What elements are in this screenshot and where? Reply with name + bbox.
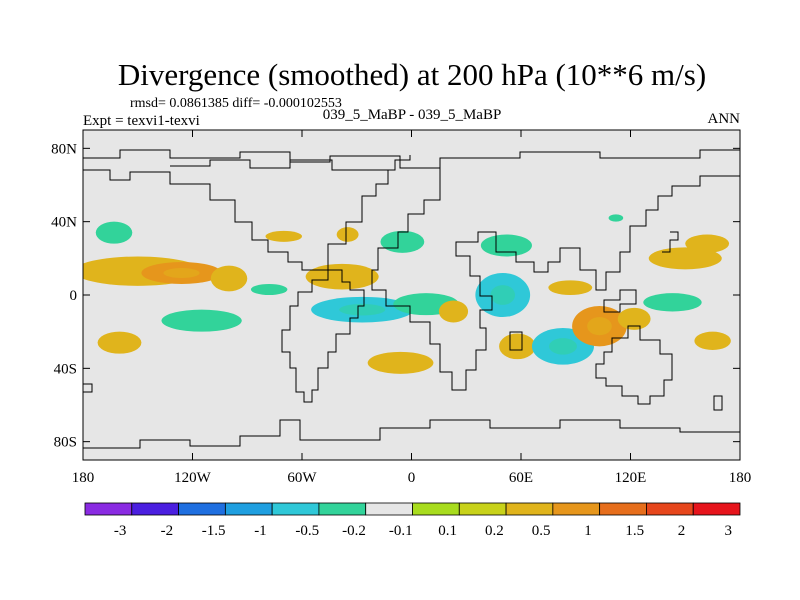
colorbar-box-5 bbox=[318, 502, 367, 516]
colorbar-label-0: -3 bbox=[114, 523, 127, 539]
anomaly-region-22 bbox=[643, 293, 702, 312]
coastline-arctic bbox=[83, 149, 740, 169]
coastline-new-zealand bbox=[713, 395, 723, 411]
expt-label: Expt = texvi1-texvi bbox=[83, 113, 200, 129]
colorbar-box-10 bbox=[552, 502, 601, 516]
coastline-greenland bbox=[388, 155, 411, 171]
anomaly-region-11 bbox=[367, 351, 434, 374]
colorbar-label-12: 2 bbox=[678, 523, 686, 539]
x-tick-label-3: 0 bbox=[408, 470, 416, 486]
chart-title: Divergence (smoothed) at 200 hPa (10**6 … bbox=[118, 57, 706, 92]
colorbar-box-11 bbox=[599, 502, 647, 516]
anomaly-region-0 bbox=[95, 221, 133, 244]
anomaly-core-20 bbox=[587, 317, 612, 336]
colorbar-label-3: -1 bbox=[254, 523, 267, 539]
y-tick-label-1: 40N bbox=[51, 215, 77, 231]
coastline-australia bbox=[595, 325, 673, 405]
colorbar-label-9: 0.5 bbox=[532, 523, 551, 539]
anomaly-region-12 bbox=[265, 230, 302, 242]
colorbar-box-4 bbox=[271, 502, 320, 516]
y-tick-label-3: 40S bbox=[54, 361, 77, 377]
x-tick-label-1: 120W bbox=[174, 470, 212, 486]
colorbar-label-5: -0.2 bbox=[342, 523, 366, 539]
colorbar-label-8: 0.2 bbox=[485, 523, 504, 539]
colorbar: -3 -2 -1.5 -1 -0.5 -0.2 -0.1 0.1 0.2 0.5 1 1.5 2 3 bbox=[84, 502, 741, 539]
map-plot: 180 120W 60W 0 60E 120E 180 80N 40N 0 40S 80S bbox=[51, 129, 752, 486]
anomaly-region-17 bbox=[499, 333, 536, 360]
x-tick-label-2: 60W bbox=[287, 470, 317, 486]
y-tick-label-0: 80N bbox=[51, 141, 77, 157]
anomaly-core-2 bbox=[163, 268, 200, 278]
colorbar-label-2: -1.5 bbox=[202, 523, 226, 539]
anomaly-layer bbox=[83, 214, 731, 374]
x-tick-label-0: 180 bbox=[72, 470, 95, 486]
colorbar-label-13: 3 bbox=[725, 523, 733, 539]
coastline-madagascar bbox=[509, 331, 523, 351]
anomaly-region-18 bbox=[548, 280, 593, 295]
x-axis: 180 120W 60W 0 60E 120E 180 bbox=[72, 130, 752, 486]
anomaly-region-14 bbox=[380, 230, 425, 253]
colorbar-label-7: 0.1 bbox=[438, 523, 457, 539]
anomaly-core-16 bbox=[490, 285, 516, 305]
case-label: 039_5_MaBP - 039_5_MaBP bbox=[323, 107, 502, 123]
colorbar-box-13 bbox=[692, 502, 741, 516]
anomaly-region-10 bbox=[438, 300, 469, 323]
coastline-north-america bbox=[83, 159, 389, 271]
colorbar-label-1: -2 bbox=[161, 523, 174, 539]
x-tick-label-5: 120E bbox=[615, 470, 647, 486]
coastline-maritime bbox=[603, 289, 637, 313]
colorbar-box-1 bbox=[131, 502, 179, 516]
season-label: ANN bbox=[708, 111, 741, 127]
colorbar-label-10: 1 bbox=[584, 523, 592, 539]
anomaly-region-24 bbox=[685, 234, 730, 253]
anomaly-region-15 bbox=[480, 234, 532, 257]
anomaly-region-5 bbox=[161, 309, 242, 332]
y-tick-label-2: 0 bbox=[70, 288, 78, 304]
coastline-west-cap bbox=[83, 383, 93, 393]
colorbar-box-6 bbox=[365, 502, 413, 516]
colorbar-box-3 bbox=[224, 502, 273, 516]
coastline-antarctica bbox=[83, 419, 740, 449]
y-tick-label-4: 80S bbox=[54, 435, 77, 451]
colorbar-box-8 bbox=[458, 502, 507, 516]
coastline-south-america bbox=[281, 269, 365, 403]
coastlines bbox=[83, 149, 740, 449]
colorbar-box-2 bbox=[178, 502, 226, 516]
colorbar-label-11: 1.5 bbox=[625, 523, 644, 539]
anomaly-region-25 bbox=[694, 331, 731, 351]
colorbar-label-4: -0.5 bbox=[295, 523, 319, 539]
coastline-japan bbox=[662, 231, 679, 253]
colorbar-box-9 bbox=[505, 502, 554, 516]
anomaly-region-13 bbox=[336, 227, 359, 242]
colorbar-box-0 bbox=[84, 502, 133, 516]
anomaly-region-21 bbox=[617, 307, 651, 330]
y-axis: 80N 40N 0 40S 80S bbox=[51, 141, 740, 451]
x-tick-label-4: 60E bbox=[509, 470, 533, 486]
x-tick-label-6: 180 bbox=[729, 470, 752, 486]
anomaly-region-23 bbox=[648, 247, 722, 270]
anomaly-region-26 bbox=[608, 214, 624, 222]
anomaly-region-6 bbox=[250, 284, 288, 295]
anomaly-core-19 bbox=[549, 338, 577, 355]
coastline-eurasia-africa bbox=[371, 167, 740, 391]
colorbar-box-12 bbox=[646, 502, 694, 516]
anomaly-region-3 bbox=[210, 265, 248, 292]
colorbar-box-7 bbox=[412, 502, 460, 516]
stats-line: rmsd= 0.0861385 diff= -0.000102553 bbox=[130, 96, 342, 111]
colorbar-label-6: -0.1 bbox=[389, 523, 413, 539]
anomaly-region-4 bbox=[97, 331, 142, 354]
anomaly-core-8 bbox=[339, 303, 386, 316]
